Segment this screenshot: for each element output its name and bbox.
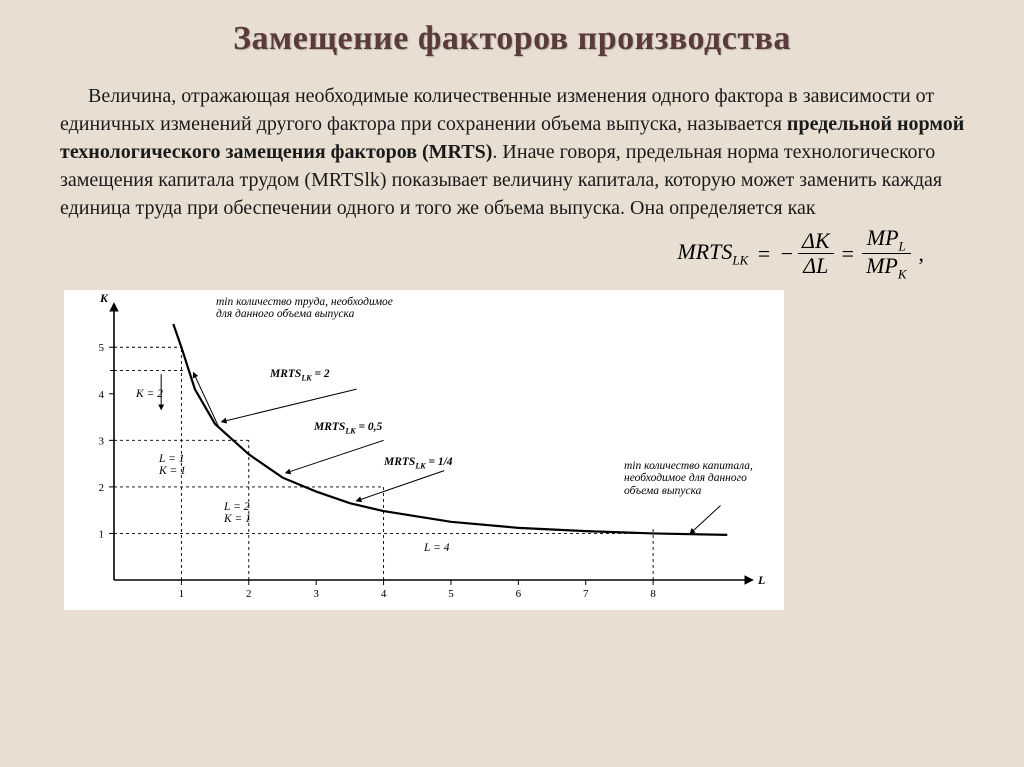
f-eq: =	[756, 241, 771, 267]
svg-text:4: 4	[381, 588, 387, 600]
f-f2ns: L	[899, 238, 906, 253]
a-r-2: необходимое для данного	[624, 472, 747, 484]
a-r-3: объема выпуска	[624, 485, 701, 497]
svg-text:1: 1	[99, 528, 105, 540]
svg-text:2: 2	[246, 588, 252, 600]
svg-text:1: 1	[179, 588, 185, 600]
chart-svg: L K 1 2 3 4 5 6 7 8 1 2 3 4 5	[64, 290, 784, 610]
svg-text:6: 6	[516, 588, 522, 600]
f-f2ds: K	[898, 267, 907, 282]
annot-mrts14: MRTSLK = 1/4	[384, 456, 453, 471]
f-f1n: ΔK	[798, 229, 834, 253]
a-lk2-k: K = 1	[224, 513, 251, 525]
a-lk2-l: L = 2	[224, 501, 249, 513]
f-f1d: ΔL	[799, 254, 832, 278]
svg-text:5: 5	[448, 588, 454, 600]
annot-right: min количество капитала, необходимое для…	[624, 460, 753, 498]
annot-mrts2: MRTSLK = 2	[270, 368, 330, 383]
page-title: Замещение факторов производства	[40, 20, 984, 58]
svg-text:3: 3	[99, 435, 105, 447]
a-tl-2: для данного объема выпуска	[216, 308, 354, 320]
svg-text:4: 4	[99, 389, 105, 401]
svg-text:3: 3	[313, 588, 319, 600]
f-minus: −	[779, 241, 794, 267]
f-tail: ,	[919, 241, 925, 267]
body-paragraph: Величина, отражающая необходимые количес…	[40, 82, 984, 222]
a-tl-1: количество труда, необходимое	[233, 296, 393, 308]
annot-mrts05: MRTSLK = 0,5	[314, 421, 382, 436]
f-f2n: MP	[867, 225, 899, 250]
svg-text:K: K	[99, 291, 109, 305]
f-frac2: MPL MPK	[862, 226, 910, 282]
isoquant-chart: L K 1 2 3 4 5 6 7 8 1 2 3 4 5 min количество труда, не…	[64, 290, 784, 610]
annot-top-left: min количество труда, необходимое для да…	[216, 296, 393, 321]
svg-text:2: 2	[99, 482, 105, 494]
svg-text:7: 7	[583, 588, 589, 600]
a-r-1: количество капитала,	[641, 460, 753, 472]
svg-text:8: 8	[650, 588, 656, 600]
a-tl-b: min	[216, 296, 233, 308]
annot-l4: L = 4	[424, 542, 449, 555]
f-frac1: ΔK ΔL	[798, 229, 834, 278]
f-lhs-sub: LK	[732, 253, 748, 268]
annot-lk2: L = 2 K = 1	[224, 501, 251, 526]
a-lk1-l: L = 1	[159, 453, 184, 465]
a-lk1-k: K = 1	[159, 465, 186, 477]
annot-k2: K = 2	[136, 388, 163, 401]
formula-row: MRTSLK = − ΔK ΔL = MPL MPK ,	[40, 226, 984, 282]
svg-text:L: L	[757, 573, 765, 587]
f-lhs: MRTS	[677, 239, 732, 264]
svg-text:5: 5	[99, 342, 105, 354]
annot-lk1: L = 1 K = 1	[159, 453, 186, 478]
mrts-formula: MRTSLK = − ΔK ΔL = MPL MPK ,	[677, 226, 924, 282]
f-f2d: MP	[866, 253, 898, 278]
